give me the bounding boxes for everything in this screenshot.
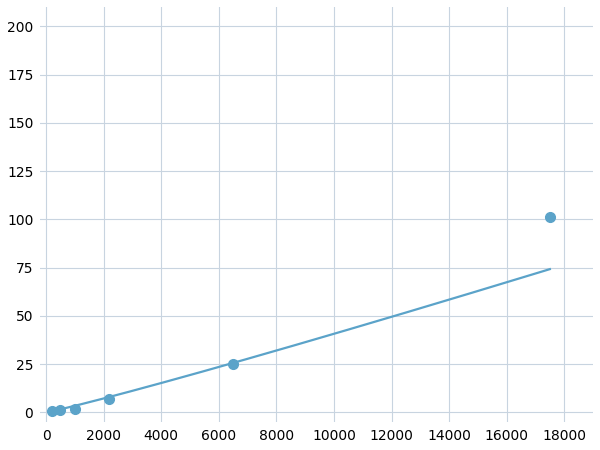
Point <box>70 405 80 412</box>
Point <box>545 214 554 221</box>
Point <box>104 396 114 403</box>
Point <box>229 360 238 368</box>
Point <box>56 406 65 413</box>
Point <box>47 407 56 414</box>
